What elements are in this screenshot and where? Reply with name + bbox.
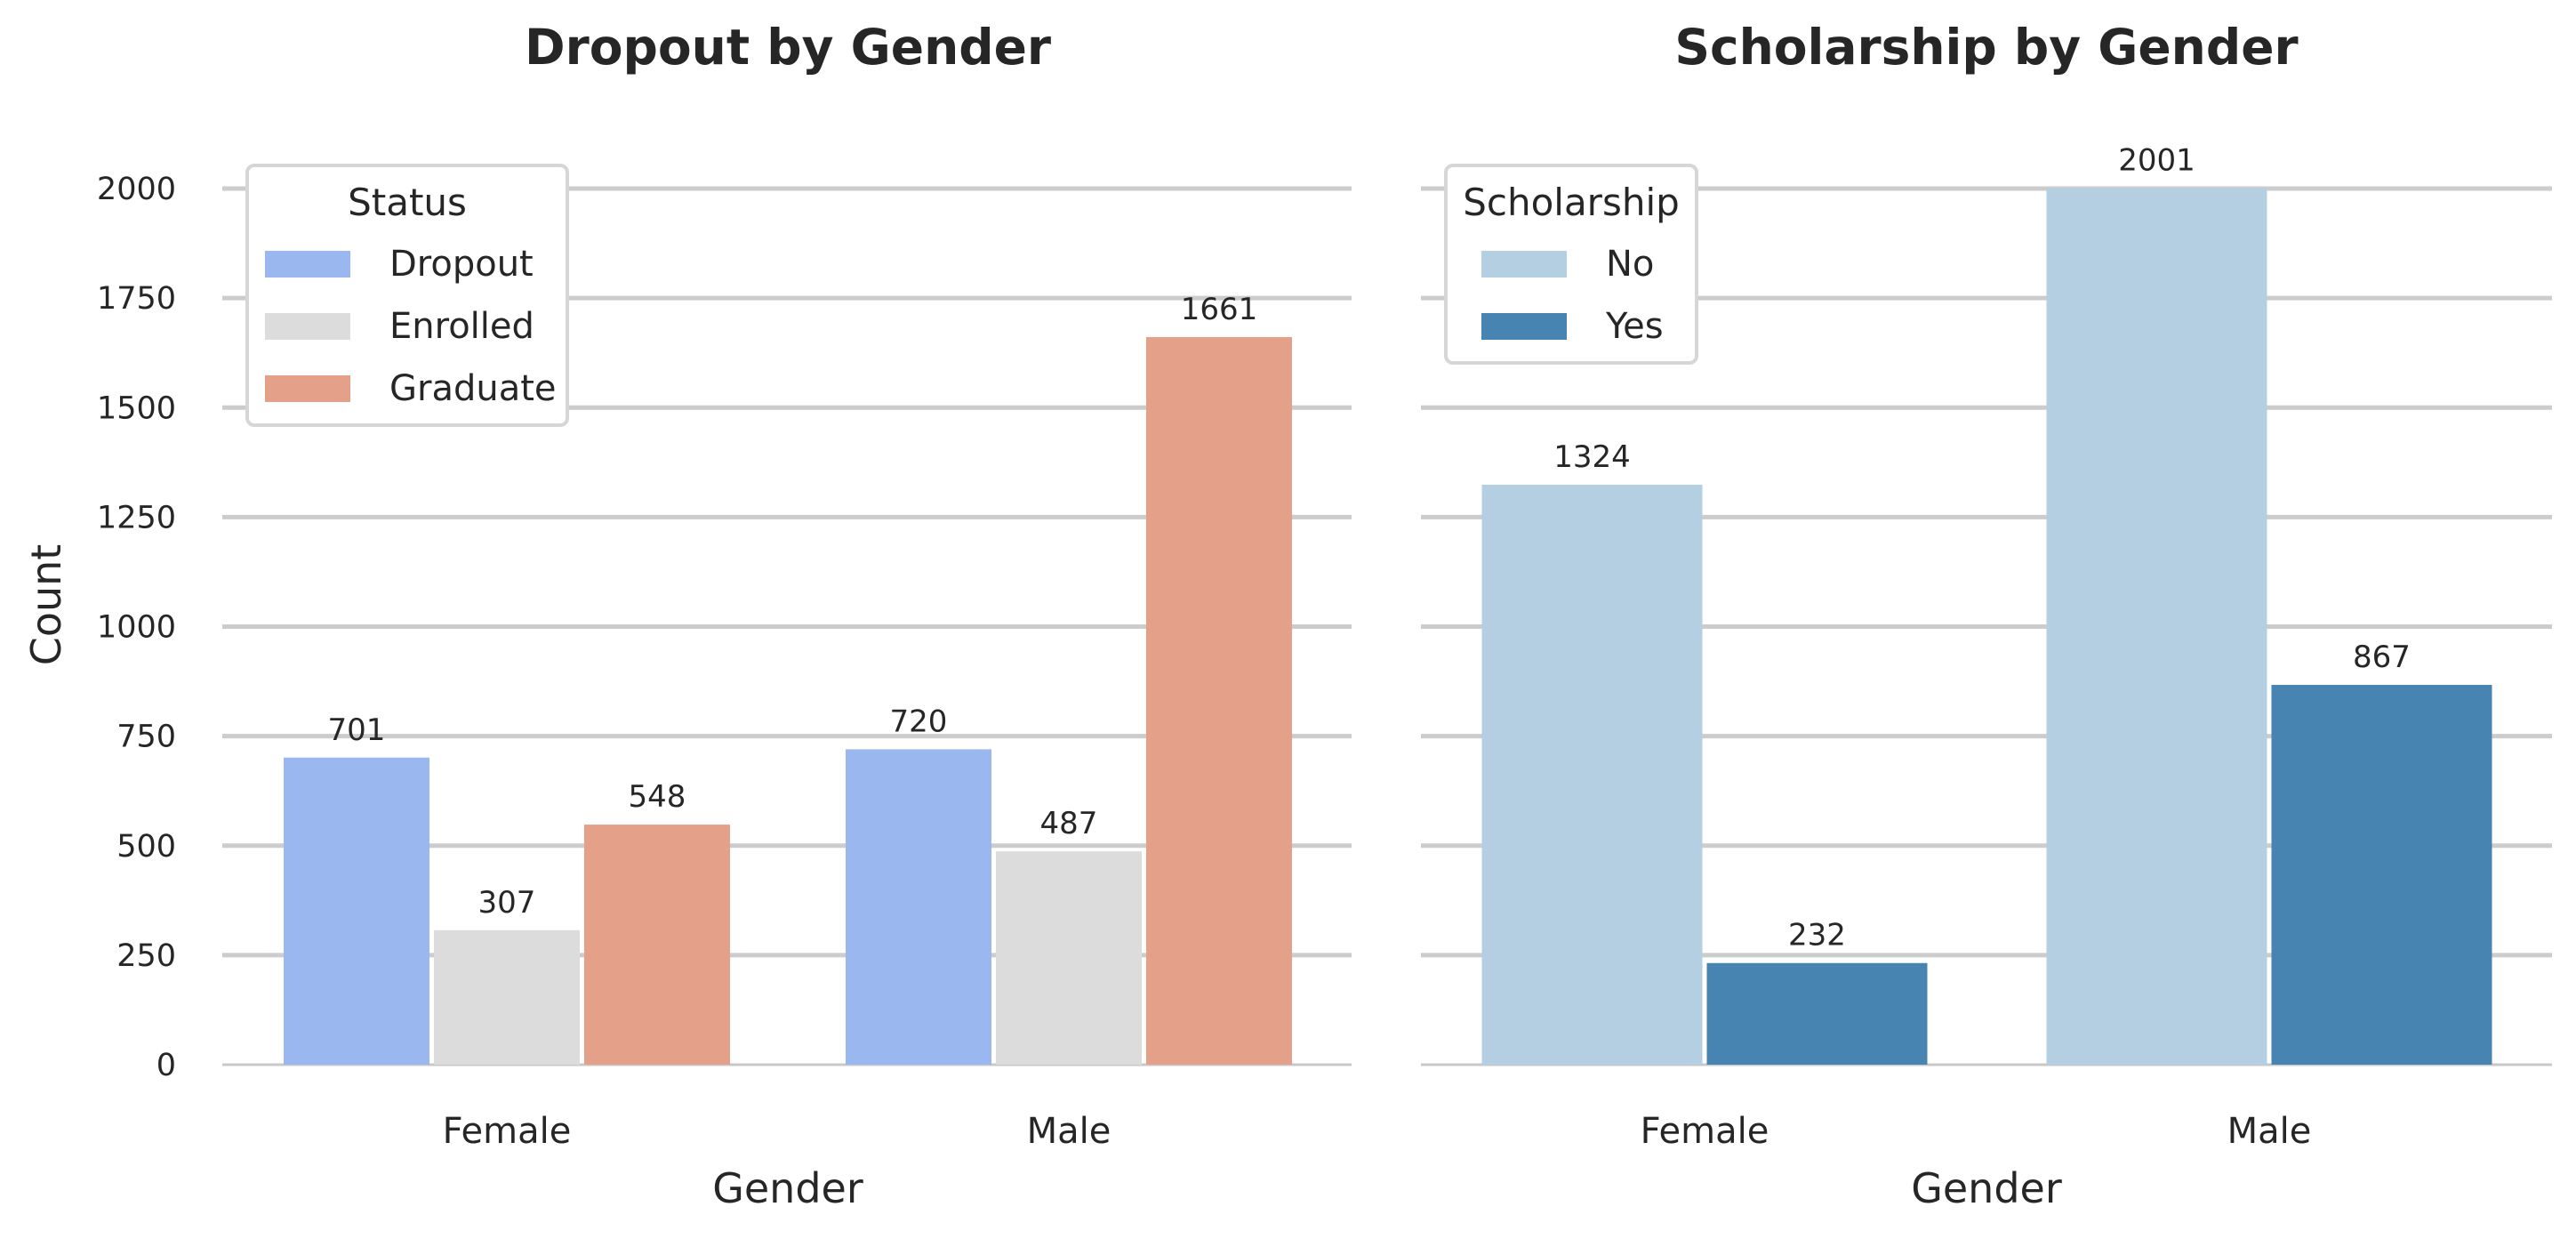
data-label: 548: [629, 779, 686, 815]
chart-title: Scholarship by Gender: [1674, 19, 2298, 76]
bar: [1481, 484, 1703, 1065]
dropout-chart: Dropout by Gender 701 307 548 720 487 1661 0 2…: [22, 19, 1352, 1212]
legend-label: Dropout: [389, 244, 534, 285]
bar: [1706, 962, 1928, 1065]
y-tick-label: 2000: [97, 172, 176, 207]
data-label: 1661: [1181, 292, 1258, 327]
chart-title: Dropout by Gender: [525, 19, 1051, 76]
data-label: 867: [2353, 640, 2411, 675]
x-tick-label: Female: [1641, 1111, 1769, 1152]
data-labels: 701 307 548 720 487 1661: [328, 292, 1258, 921]
legend-title: Scholarship: [1463, 181, 1680, 224]
x-tick-labels: Female Male: [443, 1111, 1111, 1152]
bars: [1481, 188, 2492, 1065]
bar: [996, 851, 1142, 1065]
legend-swatch: [265, 375, 350, 402]
x-tick-label: Female: [443, 1111, 572, 1152]
data-label: 701: [328, 712, 386, 748]
bar: [284, 757, 429, 1065]
y-tick-label: 1000: [97, 610, 176, 646]
legend-swatch: [1481, 251, 1567, 278]
legend-swatch: [265, 251, 350, 278]
y-tick-label: 250: [116, 938, 176, 974]
y-tick-label: 1500: [97, 390, 176, 426]
legend-label: Yes: [1605, 306, 1664, 347]
x-tick-labels: Female Male: [1641, 1111, 2312, 1152]
data-label: 487: [1040, 806, 1098, 841]
x-axis-label: Gender: [712, 1164, 863, 1212]
bars: [284, 336, 1292, 1065]
bar: [846, 749, 991, 1065]
y-tick-label: 500: [116, 829, 176, 865]
legend-label: Enrolled: [389, 306, 534, 347]
data-label: 307: [478, 885, 536, 921]
data-label: 2001: [2118, 143, 2195, 179]
data-label: 720: [890, 704, 948, 739]
scholarship-chart: Scholarship by Gender 1324 232 2001 867 Fem…: [1421, 19, 2552, 1212]
x-tick-label: Male: [1027, 1111, 1111, 1152]
legend-label: Graduate: [389, 368, 557, 409]
legend-frame: [245, 164, 569, 427]
legend-swatch: [265, 313, 350, 340]
legend-swatch: [1481, 313, 1567, 340]
y-tick-label: 1750: [97, 281, 176, 317]
data-labels: 1324 232 2001 867: [1553, 143, 2411, 953]
data-label: 232: [1788, 918, 1846, 953]
y-tick-label: 1250: [97, 500, 176, 535]
y-axis-label: Count: [22, 544, 70, 666]
x-tick-label: Male: [2227, 1111, 2312, 1152]
legend-items: No Yes: [1481, 244, 1664, 347]
legend: Scholarship No Yes: [1444, 164, 1698, 365]
y-tick-label: 750: [116, 720, 176, 755]
bar: [584, 825, 730, 1065]
legend-title: Status: [348, 181, 467, 224]
legend-label: No: [1606, 244, 1654, 285]
legend-items: Dropout Enrolled Graduate: [265, 244, 557, 409]
bar: [2046, 188, 2267, 1065]
bar: [1146, 336, 1292, 1065]
data-label: 1324: [1553, 439, 1631, 475]
legend: Status Dropout Enrolled Graduate: [245, 164, 569, 427]
bar: [434, 929, 580, 1065]
y-tick-label: 0: [156, 1048, 176, 1083]
bar: [2271, 685, 2492, 1065]
y-tick-labels: 0 250 500 750 1000 1250 1500 1750 2000: [97, 172, 176, 1083]
x-axis-label: Gender: [1911, 1164, 2062, 1212]
